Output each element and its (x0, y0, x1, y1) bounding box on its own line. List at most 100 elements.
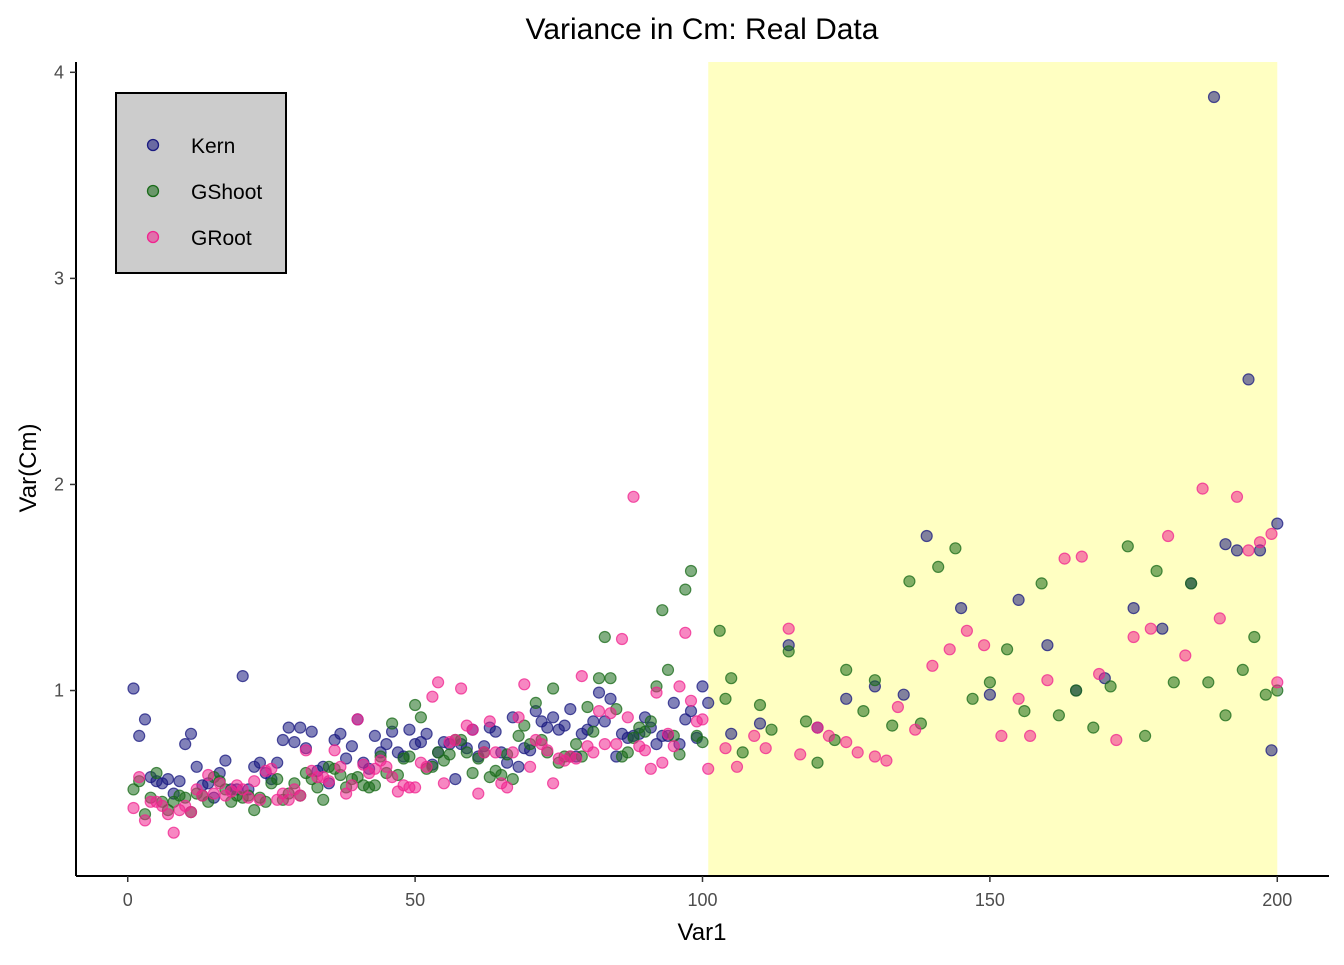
data-point-groot (909, 723, 922, 736)
x-axis-title: Var1 (678, 919, 727, 946)
legend-label-gshoot: GShoot (191, 181, 262, 204)
data-point-groot (644, 762, 657, 775)
x-tick-label: 200 (1262, 890, 1292, 910)
legend-label-kern: Kern (191, 135, 235, 158)
data-point-groot (1253, 536, 1267, 549)
data-point-gshoot (1219, 709, 1232, 722)
data-point-gshoot (627, 731, 640, 745)
data-point-groot (242, 791, 255, 804)
legend-marker-gshoot (146, 184, 160, 198)
data-point-groot (334, 760, 347, 773)
data-point-gshoot (966, 692, 979, 705)
data-point-gshoot (1104, 680, 1117, 693)
data-point-kern (179, 737, 192, 751)
data-point-groot (592, 704, 606, 718)
y-axis-title: Var(Cm) (15, 424, 42, 513)
data-point-kern (184, 727, 198, 740)
data-point-groot (615, 632, 629, 646)
data-point-gshoot (248, 803, 261, 817)
data-point-kern (489, 725, 502, 738)
data-point-kern (954, 601, 968, 615)
data-point-gshoot (518, 719, 531, 732)
data-point-groot (161, 808, 175, 821)
data-point-groot (236, 783, 249, 796)
data-point-kern (920, 529, 933, 543)
data-point-gshoot (604, 672, 617, 685)
data-point-kern (897, 688, 910, 701)
data-point-groot (587, 746, 600, 759)
data-point-gshoot (868, 674, 882, 687)
data-point-groot (478, 746, 491, 759)
data-point-groot (598, 737, 611, 751)
data-point-kern (1271, 517, 1284, 530)
data-point-groot (822, 729, 836, 743)
data-point-groot (759, 742, 772, 755)
data-point-kern (679, 713, 692, 726)
data-point-kern (340, 752, 353, 765)
data-point-kern (294, 721, 307, 734)
data-point-groot (523, 760, 537, 773)
data-point-kern (138, 713, 152, 726)
data-point-kern (1219, 538, 1232, 551)
data-point-gshoot (638, 725, 652, 738)
data-point-gshoot (886, 719, 899, 732)
data-point-groot (1265, 527, 1278, 541)
data-point-gshoot (460, 746, 473, 759)
data-point-kern (1207, 90, 1221, 104)
data-point-gshoot (386, 717, 399, 730)
data-point-groot (138, 814, 152, 827)
data-point-gshoot (443, 748, 456, 761)
data-point-groot (512, 711, 525, 724)
data-point-kern (219, 754, 232, 767)
data-point-kern (696, 680, 709, 693)
data-point-gshoot (949, 542, 962, 555)
data-point-gshoot (932, 560, 945, 574)
data-point-groot (650, 686, 663, 699)
data-point-gshoot (811, 756, 824, 769)
data-point-gshoot (432, 746, 445, 759)
data-point-gshoot (1052, 709, 1066, 722)
data-point-gshoot (466, 766, 479, 780)
data-point-groot (1041, 674, 1054, 687)
data-point-groot (627, 490, 640, 503)
data-point-gshoot (1121, 540, 1134, 553)
data-point-kern (368, 729, 381, 743)
data-point-gshoot (1018, 704, 1031, 718)
data-point-gshoot (1150, 564, 1163, 578)
data-point-kern (282, 721, 295, 734)
data-point-gshoot (1202, 676, 1215, 689)
data-point-gshoot (311, 781, 324, 794)
legend: Kern GShoot GRoot (115, 92, 287, 274)
data-point-gshoot (1167, 676, 1180, 689)
data-point-groot (207, 787, 220, 800)
data-point-kern (133, 729, 146, 743)
data-point-kern (1230, 544, 1244, 557)
data-point-gshoot (1035, 577, 1048, 590)
data-point-groot (294, 789, 307, 802)
series-groot (127, 482, 1284, 839)
data-point-kern (127, 682, 140, 695)
data-point-gshoot (684, 564, 698, 578)
y-tick-label: 3 (54, 268, 64, 288)
data-point-groot (322, 775, 335, 788)
data-point-groot (167, 826, 180, 839)
data-point-kern (667, 696, 680, 710)
data-point-groot (702, 762, 715, 775)
data-point-kern (598, 715, 611, 728)
data-point-groot (380, 760, 393, 773)
data-point-groot (156, 799, 169, 813)
data-point-kern (546, 711, 560, 724)
data-point-kern (1265, 744, 1278, 757)
data-point-gshoot (713, 624, 726, 637)
data-point-groot (1012, 692, 1025, 705)
data-point-groot (1196, 482, 1209, 495)
data-point-kern (449, 772, 462, 786)
data-point-gshoot (150, 766, 163, 780)
data-point-groot (1242, 544, 1255, 557)
data-point-gshoot (644, 715, 657, 728)
data-point-groot (282, 793, 295, 806)
data-point-gshoot (621, 746, 634, 759)
data-point-kern (190, 760, 203, 773)
y-tick-label: 4 (54, 62, 64, 82)
